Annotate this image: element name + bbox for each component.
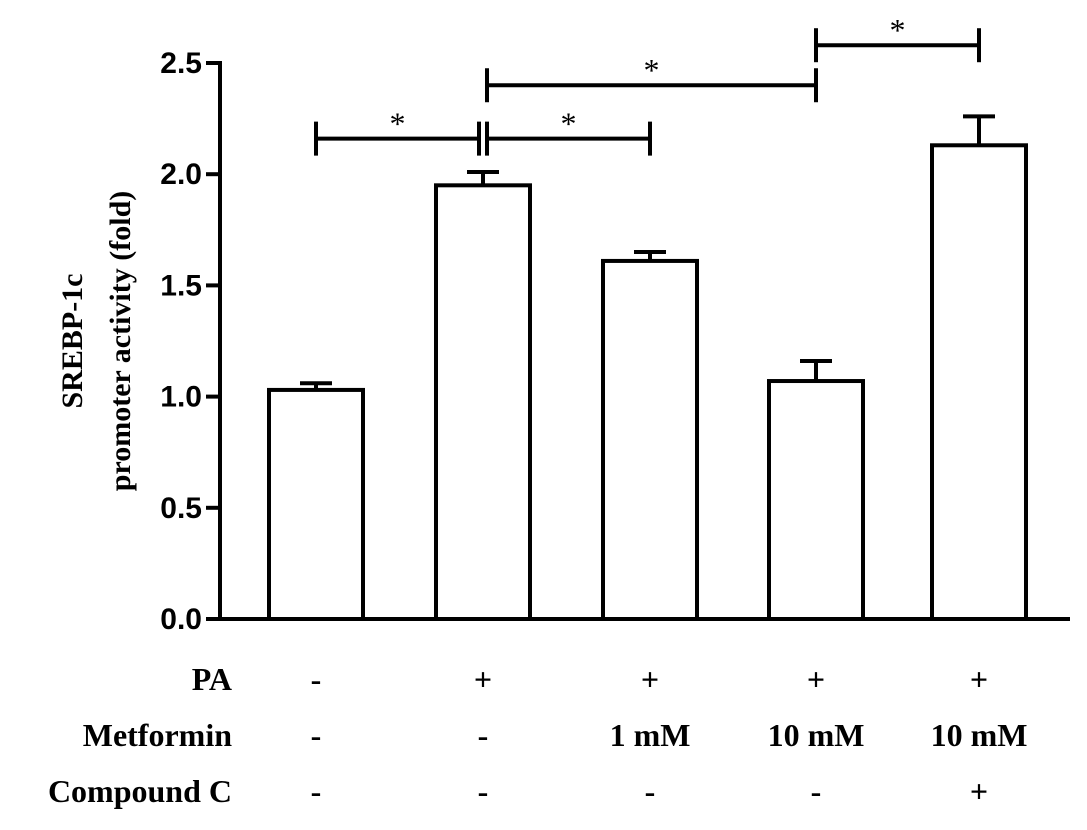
condition-cell: + [970,773,988,809]
condition-cell: - [645,773,656,809]
condition-cell: + [970,661,988,697]
condition-cell: - [311,773,322,809]
condition-row-label: Metformin [83,717,232,753]
significance-star: * [561,106,577,142]
y-tick-label: 2.0 [160,158,202,191]
condition-cell: 10 mM [931,717,1028,753]
condition-cell: - [478,773,489,809]
condition-cell: + [807,661,825,697]
significance-star: * [644,52,660,88]
condition-cell: - [811,773,822,809]
condition-cell: - [311,661,322,697]
condition-row-label: PA [192,661,232,697]
bar [767,379,865,622]
y-tick-label: 1.5 [160,269,202,302]
y-tick-label: 0.5 [160,492,202,525]
y-axis-label: SREBP-1c [56,274,89,409]
bar [601,258,699,621]
bar [930,143,1028,621]
significance-star: * [390,106,406,142]
condition-cell: - [311,717,322,753]
y-tick-label: 0.0 [160,603,202,636]
condition-row-label: Compound C [48,773,232,809]
bar [434,183,532,621]
condition-cell: + [641,661,659,697]
condition-cell: + [474,661,492,697]
y-tick-label: 1.0 [160,381,202,414]
condition-cell: 1 mM [610,717,691,753]
bar [267,387,365,622]
condition-cell: 10 mM [768,717,865,753]
y-axis-label: promoter activity (fold) [104,191,137,491]
y-tick-label: 2.5 [160,47,202,80]
significance-star: * [890,12,906,48]
condition-cell: - [478,717,489,753]
